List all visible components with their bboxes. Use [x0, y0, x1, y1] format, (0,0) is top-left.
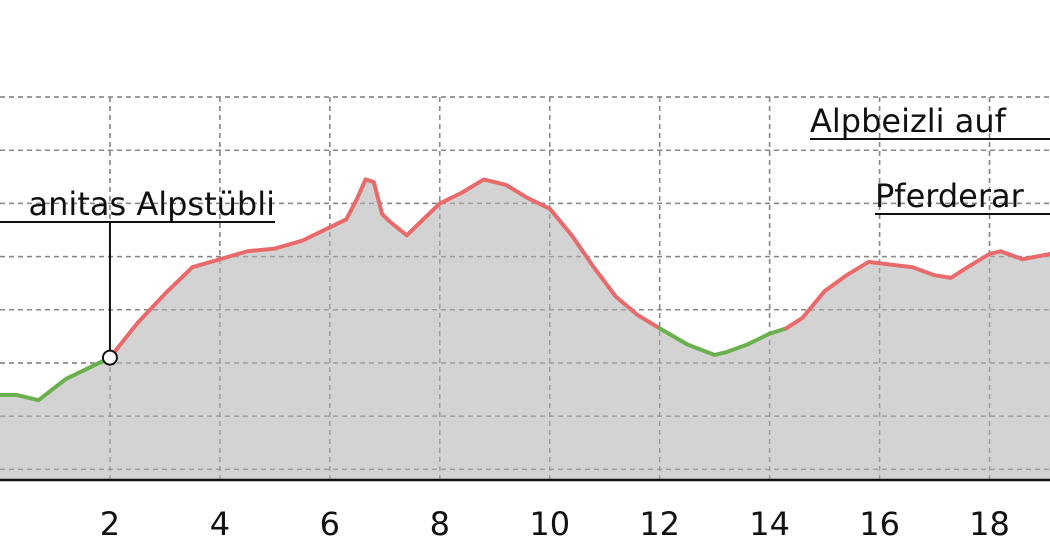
x-tick-label: 6: [320, 505, 340, 543]
x-tick-label: 8: [430, 505, 450, 543]
annotation-label: Alpbeizli auf: [810, 102, 1007, 140]
profile-segment-descent: [657, 326, 789, 357]
x-tick-label: 16: [859, 505, 900, 543]
elevation-profile-lines: [0, 177, 1050, 403]
x-tick-label: 18: [969, 505, 1010, 543]
profile-segment-ascent: [784, 249, 1050, 331]
annotation-anitas-alpstubli: anitas Alpstübli: [0, 185, 275, 366]
waypoint-marker: [101, 349, 118, 366]
x-tick-label: 10: [529, 505, 570, 543]
annotation-pferderar: Pferderar: [875, 177, 1050, 215]
profile-segment-descent: [0, 355, 112, 403]
x-tick-label: 4: [210, 505, 230, 543]
x-tick-label: 12: [639, 505, 680, 543]
gridlines-overlay: [0, 96, 1050, 480]
x-tick-label: 2: [100, 505, 120, 543]
annotation-alpbeizli: Alpbeizli auf: [810, 102, 1050, 140]
profile-segment-ascent: [107, 177, 662, 360]
annotation-label: anitas Alpstübli: [29, 185, 275, 223]
annotation-label: Pferderar: [875, 177, 1025, 215]
elevation-area-fill: [0, 179, 1050, 480]
x-tick-labels: 2 4 6 8 10 12 14 16 18: [100, 505, 1010, 543]
x-tick-label: 14: [749, 505, 790, 543]
